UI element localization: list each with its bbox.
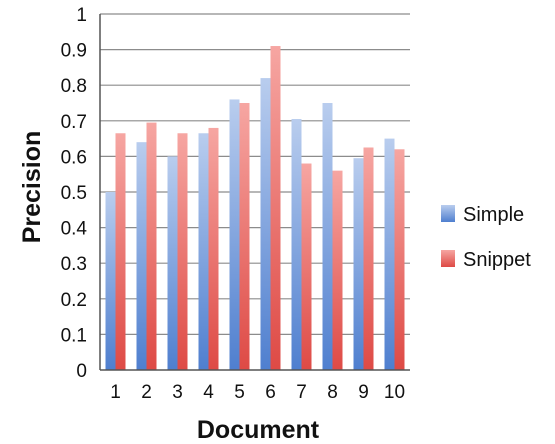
y-axis-title: Precision — [18, 131, 46, 244]
y-tick-label: 0.7 — [61, 112, 87, 133]
y-tick-label: 0 — [76, 361, 87, 382]
y-tick-label: 0.5 — [61, 183, 87, 204]
bar-snippet-9 — [363, 147, 374, 370]
legend: Simple Snippet — [441, 204, 531, 271]
y-tick-label: 0.4 — [61, 219, 88, 240]
y-tick-labels: 0 0.1 0.2 0.3 0.4 0.5 0.6 0.7 0.8 0.9 1 — [61, 5, 88, 382]
bar-snippet-6 — [270, 46, 281, 370]
y-tick-label: 0.8 — [61, 76, 87, 97]
y-tick-label: 0.9 — [61, 41, 87, 62]
x-tick-label: 5 — [234, 382, 245, 403]
y-tick-label: 0.3 — [61, 254, 87, 275]
x-tick-labels: 1 2 3 4 5 6 7 8 9 10 — [110, 382, 405, 403]
bar-snippet-2 — [146, 122, 157, 370]
x-tick-label: 2 — [141, 382, 152, 403]
bar-simple-6 — [260, 78, 271, 370]
bar-simple-8 — [322, 103, 333, 370]
x-tick-label: 10 — [384, 382, 405, 403]
y-tick-label: 0.2 — [61, 290, 87, 311]
bar-snippet-5 — [239, 103, 250, 370]
bar-simple-1 — [105, 192, 116, 370]
legend-swatch-snippet — [441, 250, 455, 267]
y-tick-label: 0.1 — [61, 325, 87, 346]
x-tick-label: 8 — [327, 382, 338, 403]
legend-label-simple: Simple — [463, 204, 524, 226]
bar-simple-5 — [229, 99, 240, 370]
x-tick-label: 1 — [110, 382, 121, 403]
bar-simple-2 — [136, 142, 147, 370]
x-tick-label: 6 — [265, 382, 276, 403]
bar-simple-9 — [353, 158, 364, 370]
bar-snippet-10 — [394, 149, 405, 370]
bar-simple-4 — [198, 133, 209, 370]
x-tick-label: 7 — [296, 382, 307, 403]
bar-snippet-4 — [208, 127, 219, 370]
x-tick-label: 4 — [203, 382, 214, 403]
x-tick-label: 3 — [172, 382, 183, 403]
legend-label-snippet: Snippet — [463, 249, 531, 271]
bar-simple-3 — [167, 156, 178, 370]
legend-swatch-simple — [441, 205, 455, 222]
bar-simple-10 — [384, 138, 395, 370]
bar-snippet-8 — [332, 170, 343, 370]
bars — [105, 46, 405, 371]
bar-snippet-3 — [177, 133, 188, 370]
x-tick-label: 9 — [358, 382, 369, 403]
y-tick-label: 0.6 — [61, 147, 87, 168]
x-axis-title: Document — [197, 416, 320, 444]
bar-snippet-1 — [115, 133, 126, 370]
bar-snippet-7 — [301, 163, 312, 370]
y-tick-label: 1 — [76, 5, 87, 26]
bar-simple-7 — [291, 119, 302, 371]
axes — [99, 14, 410, 371]
